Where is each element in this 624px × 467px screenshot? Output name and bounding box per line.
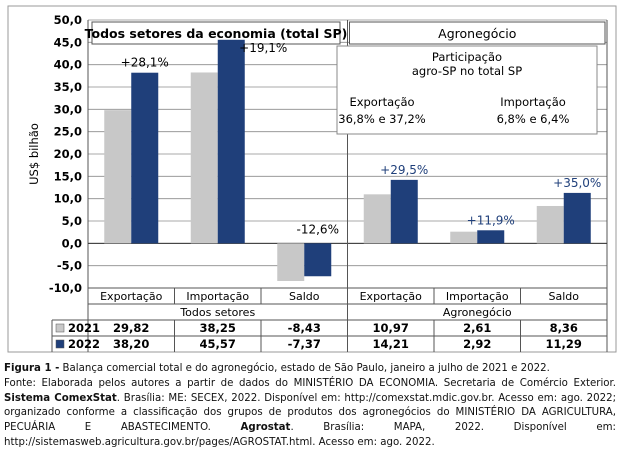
data-label-2021: 8,36 (550, 321, 578, 335)
bar-2022 (477, 230, 505, 244)
category-label: Exportação (360, 290, 423, 303)
group-label: Agronegócio (443, 306, 512, 319)
category-label: Importação (446, 290, 509, 303)
legend-label-2022: 2022 (68, 337, 100, 351)
data-label-2021: 2,61 (463, 321, 491, 335)
data-label-2021: 10,97 (373, 321, 409, 335)
change-annotation: -12,6% (297, 222, 339, 236)
y-tick-label: 25,0 (54, 125, 82, 139)
data-label-2022: 14,21 (373, 337, 409, 351)
y-tick-label: 40,0 (54, 58, 82, 72)
bar-2022 (217, 39, 245, 244)
y-tick-label: -5,0 (57, 259, 82, 273)
participation-title-2: agro-SP no total SP (412, 64, 522, 78)
data-label-2021: 38,25 (200, 321, 236, 335)
caption-source-3: . Brasília: MAPA, 2022. Disponível em: h… (4, 422, 616, 448)
legend-label-2021: 2021 (68, 321, 100, 335)
bar-2021 (363, 194, 391, 244)
data-label-2022: 11,29 (546, 337, 582, 351)
y-tick-label: 10,0 (54, 192, 82, 206)
balance-chart: 50,0 45,0 40,0 35,0 30,0 25,0 20,0 15,0 10,0 5,0 0… (7, 5, 617, 353)
y-tick-label: 5,0 (62, 214, 82, 228)
bar-2022 (304, 243, 332, 277)
data-label-2021: 29,82 (113, 321, 149, 335)
figure-frame (7, 5, 617, 353)
change-annotation: +28,1% (121, 56, 169, 70)
legend-key-2021 (55, 323, 65, 333)
y-tick-label: 50,0 (54, 13, 82, 27)
bar-2021 (536, 205, 564, 244)
bar-2022 (131, 72, 159, 244)
bar-2021 (277, 243, 305, 281)
caption-source: Fonte: Elaborada pelos autores a partir … (4, 377, 616, 389)
data-label-2022: 45,57 (200, 337, 236, 351)
participation-export-value: 36,8% e 37,2% (338, 112, 426, 126)
y-tick-label: 45,0 (54, 35, 82, 49)
panel-title-box-right (349, 21, 606, 45)
bar-2021 (104, 110, 132, 244)
change-annotation: +35,0% (553, 176, 601, 190)
bar-2022 (390, 179, 418, 244)
bar-2022 (563, 192, 591, 244)
data-label-2022: 38,20 (113, 337, 149, 351)
caption-label: Figura 1 - (4, 363, 60, 374)
category-label: Saldo (549, 290, 580, 303)
category-label: Importação (186, 290, 249, 303)
panel-title-left: Todos setores da economia (total SP) (85, 26, 348, 41)
y-tick-label: 35,0 (54, 80, 82, 94)
caption-title: Balança comercial total e do agronegócio… (59, 363, 550, 374)
y-tick-label: 30,0 (54, 102, 82, 116)
figure-caption: Figura 1 - Balança comercial total e do … (4, 362, 616, 451)
caption-source-2: . Brasília: ME: SECEX, 2022. Disponível … (4, 392, 617, 434)
caption-source-bold-1: Sistema ComexStat (4, 392, 117, 404)
caption-source-bold-2: Agrostat (240, 422, 291, 434)
y-tick-label: 0,0 (62, 236, 82, 250)
change-annotation: +19,1% (239, 41, 287, 55)
data-label-2022: 2,92 (463, 337, 491, 351)
participation-import-label: Importação (500, 95, 566, 109)
category-label: Exportação (100, 290, 163, 303)
data-label-2022: -7,37 (288, 337, 321, 351)
category-label: Saldo (289, 290, 320, 303)
participation-export-label: Exportação (349, 95, 414, 109)
panel-title-right: Agronegócio (438, 26, 516, 41)
legend-key-2022 (55, 339, 65, 349)
participation-import-value: 6,8% e 6,4% (497, 112, 570, 126)
y-axis-label: US$ bilhão (27, 123, 41, 185)
y-tick-label: 20,0 (54, 147, 82, 161)
y-tick-label: -10,0 (49, 281, 82, 295)
participation-title-1: Participação (432, 50, 502, 64)
participation-box (336, 45, 598, 135)
bar-2021 (450, 231, 478, 244)
y-tick-label: 15,0 (54, 169, 82, 183)
change-annotation: +29,5% (380, 163, 428, 177)
group-label: Todos setores (179, 306, 255, 319)
panel-title-box-left (91, 21, 341, 45)
change-annotation: +11,9% (467, 213, 515, 227)
data-label-2021: -8,43 (288, 321, 321, 335)
bar-2021 (190, 72, 218, 244)
